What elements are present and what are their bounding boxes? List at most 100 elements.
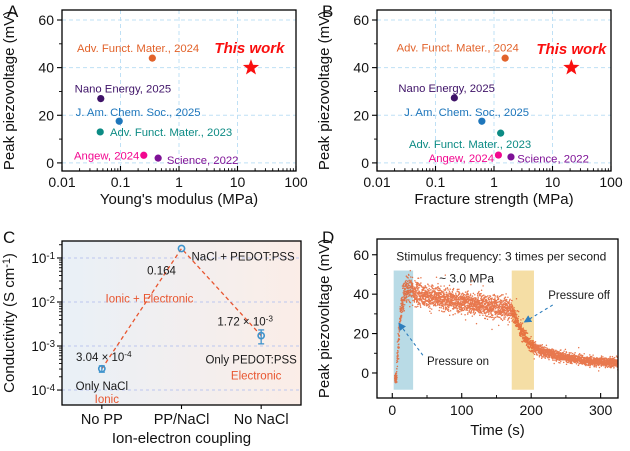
y-tick-label: 20: [353, 107, 369, 123]
data-point: [97, 94, 105, 103]
data-point: [96, 128, 104, 136]
y-tick-label: 0: [361, 155, 369, 171]
x-axis-title: Young's modulus (MPa): [100, 191, 258, 208]
panel-c: C 10-1 10-2 10-3 10-4 No PP PP/NaCl No NaCl Ion…: [0, 225, 315, 451]
axes-ticks: [372, 19, 612, 171]
point-label: Angew, 2024: [429, 153, 494, 165]
x-tick-label: 0.1: [426, 174, 446, 190]
point-label: Adv. Funct. Mater., 2023: [409, 139, 531, 151]
y-tick-label: 20: [38, 107, 54, 123]
axes-ticks: [372, 254, 602, 398]
panel-a: A 0.01 0.1 1 10 100 0 20 40 60 Young's modulus (M…: [0, 0, 315, 225]
data-point: [494, 151, 503, 159]
y-tick-label: 10-3: [31, 339, 55, 354]
y-axis-title: Peak piezovoltage (mV): [316, 239, 333, 398]
point-label: Angew, 2024: [74, 150, 139, 162]
annotation: 0.164: [147, 266, 176, 278]
annotation: Only PEDOT:PSS: [205, 355, 297, 367]
x-tick-label: 0: [388, 402, 396, 418]
data-point: [140, 151, 148, 159]
panel-d-chart: 0 100 200 300 0 20 40 60 Time (s) Peak piezovolta…: [316, 238, 619, 439]
panel-a-letter: A: [7, 2, 19, 21]
point-label: This work: [536, 41, 607, 58]
y-tick-label: 0: [361, 365, 369, 381]
panel-b-letter: B: [322, 2, 334, 21]
y-tick-label: 10-4: [31, 383, 55, 398]
x-tick-label: 0.01: [363, 174, 390, 190]
annotation: Stimulus frequency: 3 times per second: [396, 250, 606, 264]
y-tick-label: 10-2: [31, 295, 55, 310]
axes-ticks: [57, 19, 297, 171]
data-points: Adv. Funct. Mater., 2024 This work Nano En…: [397, 41, 607, 166]
point-label: Science, 2022: [517, 154, 589, 166]
data-point: [450, 94, 458, 102]
panel-c-chart: 10-1 10-2 10-3 10-4 No PP PP/NaCl No NaCl Ion-e…: [1, 240, 302, 447]
point-label: Nano Energy, 2025: [398, 83, 495, 95]
x-tick-label: 100: [450, 402, 474, 418]
panel-d: D 0 100 200 300 0 20 40 60 Time (s) Peak piezovol…: [315, 225, 630, 451]
data-point: [115, 117, 123, 125]
annotation: 3.04 × 10-4: [76, 350, 132, 364]
point-label: J. Am. Chem. Soc., 2025: [404, 107, 529, 119]
this-work-star-marker: [563, 59, 580, 75]
data-point-open-circle: [177, 244, 186, 253]
data-point: [478, 117, 486, 125]
x-tick-label: 1: [175, 174, 183, 190]
x-axis-title: Ion-electron coupling: [112, 430, 251, 447]
y-tick-label: 20: [353, 326, 369, 342]
x-tick-label: 200: [520, 402, 544, 418]
annotation: Electronic: [231, 371, 282, 383]
x-tick-label: 100: [599, 174, 623, 190]
y-axis-title: Conductivity (S cm-1): [1, 253, 18, 393]
x-tick-label: 0.1: [111, 174, 131, 190]
gradient-background: [62, 241, 301, 405]
y-axis-title: Peak piezovoltage (mV): [316, 11, 333, 170]
point-label: Adv. Funct. Mater., 2024: [77, 43, 199, 55]
annotation: Ionic + Electronic: [106, 294, 194, 306]
annotation-arrow: [398, 322, 424, 356]
data-point: [501, 54, 509, 62]
point-label: Nano Energy, 2025: [75, 84, 172, 96]
panel-a-chart: 0.01 0.1 1 10 100 0 20 40 60 Young's modulus (MPa…: [1, 9, 308, 208]
data-point-open-circle: [257, 331, 266, 340]
annotation: Pressure on: [427, 356, 489, 368]
x-category-label: No NaCl: [234, 412, 289, 428]
point-label: Science, 2022: [167, 155, 239, 167]
this-work-star-marker: [242, 59, 260, 75]
x-tick-label: 1: [490, 174, 498, 190]
piezovoltage-trace: [393, 269, 618, 384]
point-label: Adv. Funct. Mater., 2024: [397, 42, 519, 54]
y-tick-label: 60: [38, 12, 54, 28]
x-tick-label: 0.01: [48, 174, 75, 190]
plot-frame: [376, 238, 619, 399]
panel-b: B 0.01 0.1 1 10 100 0 20 40 60 Fracture strength …: [315, 0, 630, 225]
y-axis-title: Peak piezovoltage (mV): [1, 11, 18, 170]
annotation: Only NaCl: [76, 381, 128, 393]
y-tick-label: 40: [353, 286, 369, 302]
x-category-label: PP/NaCl: [154, 412, 210, 428]
x-tick-label: 100: [284, 174, 308, 190]
annotation: NaCl + PEDOT:PSS: [192, 252, 296, 264]
x-axis-title: Fracture strength (MPa): [414, 191, 573, 208]
annotation: Pressure off: [548, 290, 611, 302]
x-axis-title: Time (s): [470, 422, 524, 439]
panel-b-chart: 0.01 0.1 1 10 100 0 20 40 60 Fracture strength (M…: [316, 9, 623, 208]
y-tick-label: 0: [46, 155, 54, 171]
data-point-open-circle: [97, 364, 106, 373]
annotation: 1.72 × 10-3: [217, 315, 273, 329]
axes-ticks: [57, 244, 262, 409]
data-point: [507, 153, 515, 161]
y-tick-label: 60: [353, 247, 369, 263]
panel-c-letter: C: [3, 228, 16, 247]
panel-d-letter: D: [322, 228, 335, 247]
y-tick-label: 40: [38, 60, 54, 76]
point-label: Adv. Funct. Mater., 2023: [110, 127, 232, 139]
y-tick-label: 40: [353, 60, 369, 76]
annotation: Ionic: [95, 394, 120, 406]
data-point: [154, 154, 162, 162]
y-tick-label: 60: [353, 12, 369, 28]
y-tick-label: 10-1: [31, 251, 55, 266]
data-points: Adv. Funct. Mater., 2024 This work Nano En…: [74, 40, 285, 167]
annotation: ~ 3.0 MPa: [439, 271, 494, 285]
